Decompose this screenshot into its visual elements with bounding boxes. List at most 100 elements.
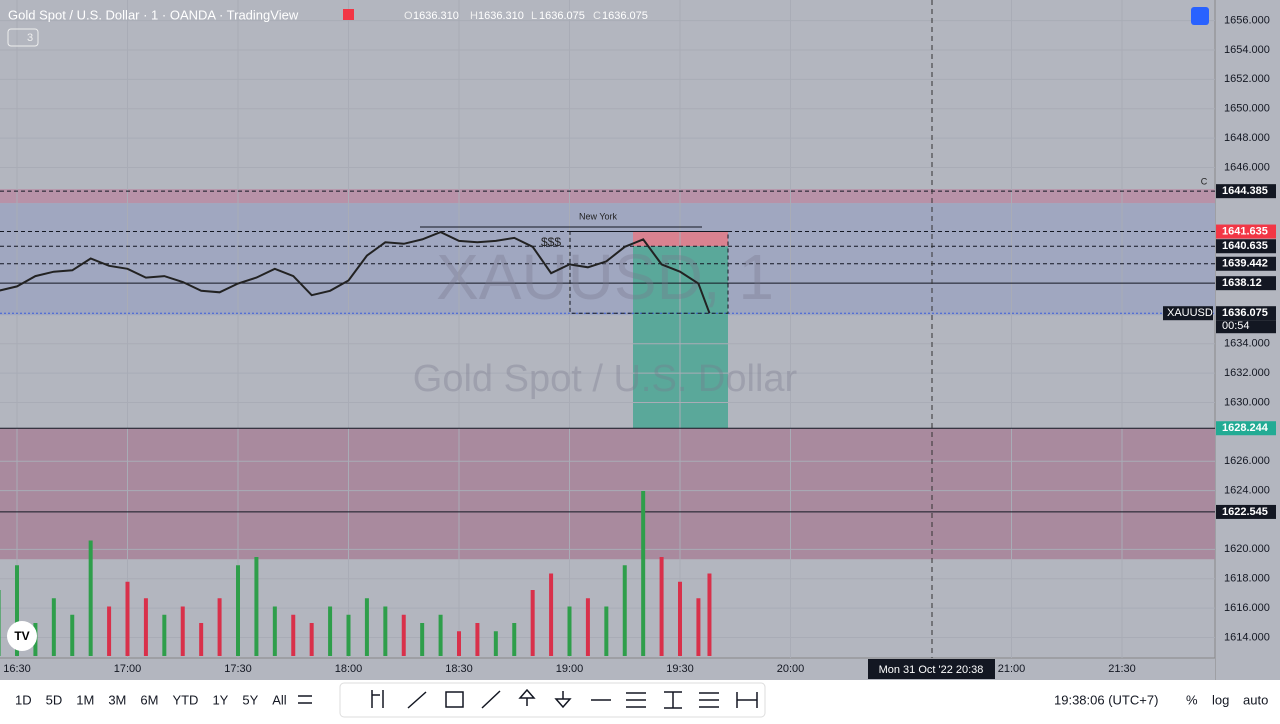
annotation: New York — [579, 211, 618, 221]
volume-bar — [364, 598, 369, 656]
price-label-bg — [1216, 256, 1276, 271]
time-axis-bg — [0, 658, 1215, 680]
y-tick-label: 1614.000 — [1224, 631, 1270, 643]
log-toggle[interactable]: log — [1212, 692, 1229, 707]
volume-bar — [585, 598, 590, 656]
x-tick-label: 21:00 — [998, 663, 1026, 675]
sync-button[interactable] — [1191, 7, 1209, 25]
volume-bar — [346, 614, 351, 656]
auto-toggle[interactable]: auto — [1243, 692, 1268, 707]
indicator-toggle[interactable] — [7, 28, 39, 47]
volume-bar — [659, 557, 664, 656]
volume-bar — [457, 631, 461, 656]
price-label-bg — [1216, 224, 1276, 239]
range-button[interactable]: 1Y — [212, 692, 228, 707]
x-tick-label: 19:30 — [666, 663, 694, 675]
volume-bar — [125, 581, 130, 656]
volume-bar — [493, 631, 498, 656]
ohlc: 1636.310 — [478, 10, 524, 22]
supply-zone — [0, 189, 1215, 204]
range-button[interactable]: 5Y — [242, 692, 258, 707]
y-tick-label: 1618.000 — [1224, 573, 1270, 585]
annotation: C — [1201, 176, 1208, 186]
ohlc-label: C — [593, 10, 601, 22]
ohlc-label: O — [404, 10, 413, 22]
y-tick-label: 1650.000 — [1224, 103, 1270, 115]
range-button[interactable]: 5D — [46, 692, 63, 707]
y-tick-label: 1632.000 — [1224, 367, 1270, 379]
price-label-bg — [1216, 239, 1276, 254]
tool[interactable] — [518, 688, 536, 706]
price-label: 1636.075 — [1222, 307, 1268, 319]
price-label-bg — [1216, 421, 1276, 436]
volume-bar — [401, 614, 406, 656]
x-tick-label: 19:00 — [556, 663, 584, 675]
symbol: Gold Spot / U.S. Dollar · 1 · OANDA · Tr… — [8, 7, 299, 22]
price-label-bg — [1216, 306, 1276, 321]
ohlc: 1636.310 — [413, 10, 459, 22]
volume-bar — [567, 606, 572, 656]
annotation: $$$ — [541, 235, 561, 249]
range-button[interactable]: 3M — [108, 692, 126, 707]
volume-bar — [530, 590, 535, 656]
countdown: 00:54 — [1222, 320, 1250, 332]
volume-bar — [88, 540, 93, 656]
countdown-bg — [1216, 320, 1276, 334]
tool[interactable] — [445, 691, 464, 708]
tool[interactable] — [481, 690, 501, 709]
price-label-bg — [1216, 504, 1276, 519]
volume-bar — [641, 491, 646, 656]
tool[interactable] — [407, 691, 427, 709]
volume-bar — [678, 581, 682, 656]
tool[interactable] — [699, 692, 719, 708]
x-tick-label: 17:30 — [224, 663, 252, 675]
symbol-tag-bg — [1163, 306, 1213, 321]
price-label: 1639.442 — [1222, 258, 1268, 270]
y-tick-label: 1626.000 — [1224, 455, 1270, 467]
ohlc: 1636.075 — [539, 10, 585, 22]
logo-text: TV — [14, 629, 29, 643]
volume-bar — [162, 614, 167, 656]
tool[interactable] — [371, 690, 384, 708]
clock: 19:38:06 (UTC+7) — [1054, 692, 1158, 707]
volume-bar — [199, 623, 204, 656]
y-tick-label: 1648.000 — [1224, 132, 1270, 144]
range-button[interactable]: YTD — [172, 692, 198, 707]
y-tick-label: 1654.000 — [1224, 44, 1270, 56]
range-button[interactable]: All — [272, 692, 287, 707]
symbol-tag: XAUUSD — [1167, 307, 1213, 319]
session-box — [569, 231, 729, 314]
volume-bar — [15, 565, 19, 656]
y-tick-label: 1620.000 — [1224, 543, 1270, 555]
compare[interactable] — [298, 695, 312, 704]
watermark: XAUUSD, 1 — [436, 241, 774, 313]
plot-bg — [0, 0, 1215, 658]
tool[interactable] — [664, 691, 682, 709]
y-tick-label: 1652.000 — [1224, 73, 1270, 85]
indicator-count: 3 — [27, 32, 33, 44]
volume-bar — [604, 606, 609, 656]
range-button[interactable]: 1D — [15, 692, 32, 707]
volume-bar — [420, 623, 425, 656]
volume-bar — [143, 598, 148, 656]
percent-toggle[interactable]: % — [1186, 692, 1198, 707]
drawing-tools — [298, 688, 758, 709]
y-tick-label: 1624.000 — [1224, 484, 1270, 496]
range-button[interactable]: 1M — [76, 692, 94, 707]
crosshair-label-bg — [868, 659, 995, 679]
range-button[interactable]: 6M — [140, 692, 158, 707]
watermark: Gold Spot / U.S. Dollar — [413, 358, 798, 400]
price-line — [0, 231, 711, 314]
flag — [343, 9, 354, 20]
x-tick-label: 20:00 — [777, 663, 805, 675]
volume-bar — [70, 614, 75, 656]
volume-bar — [236, 565, 240, 656]
tool[interactable] — [626, 692, 646, 708]
price-label-bg — [1216, 184, 1276, 199]
logo — [7, 621, 37, 651]
y-tick-label: 1634.000 — [1224, 338, 1270, 350]
tool[interactable] — [736, 692, 758, 708]
volume-bar — [180, 606, 185, 656]
tool[interactable] — [554, 691, 572, 709]
volume-bar — [622, 565, 627, 656]
